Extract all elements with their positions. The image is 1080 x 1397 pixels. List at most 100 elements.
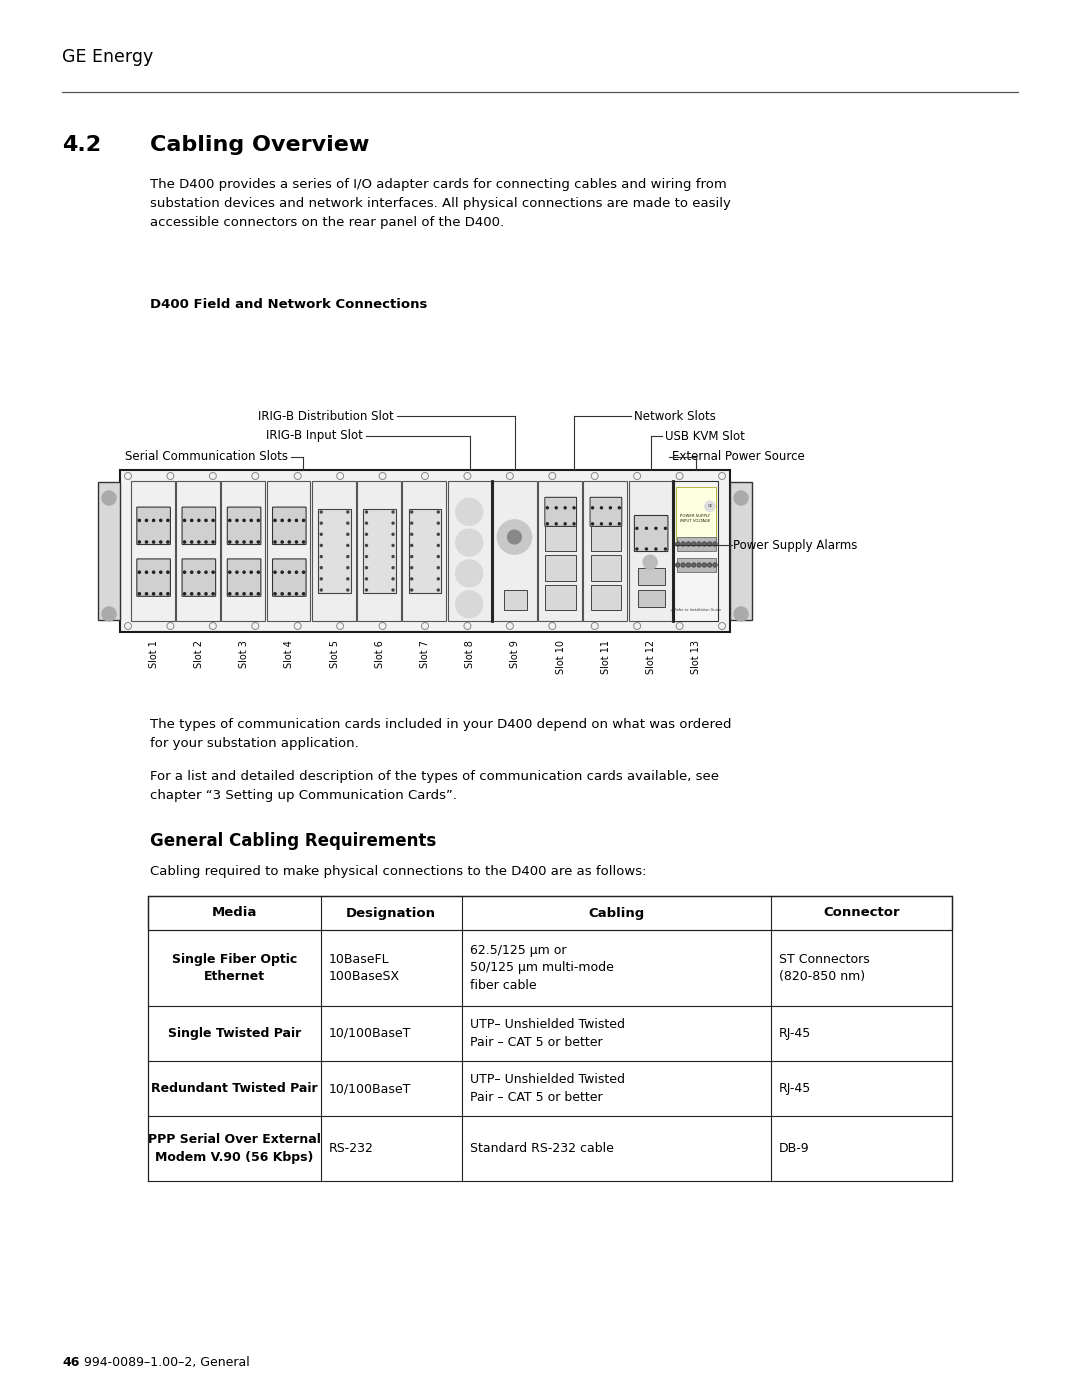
Bar: [583, 481, 627, 622]
Circle shape: [184, 592, 186, 595]
Circle shape: [347, 556, 349, 557]
Bar: [98, 482, 120, 620]
FancyBboxPatch shape: [272, 507, 306, 545]
Circle shape: [205, 541, 207, 543]
Bar: [408, 509, 442, 592]
Text: For a list and detailed description of the types of communication cards availabl: For a list and detailed description of t…: [150, 770, 719, 802]
Text: Power Supply Alarms: Power Supply Alarms: [733, 538, 858, 552]
Circle shape: [281, 592, 283, 595]
Circle shape: [198, 520, 200, 521]
FancyBboxPatch shape: [590, 497, 622, 527]
Circle shape: [321, 556, 322, 557]
Circle shape: [410, 545, 413, 546]
Circle shape: [198, 541, 200, 543]
Text: POWER SUPPLY
INPUT VOLTAGE: POWER SUPPLY INPUT VOLTAGE: [680, 514, 711, 522]
Text: Slot 4: Slot 4: [284, 640, 295, 668]
Circle shape: [257, 571, 259, 573]
Bar: [267, 481, 310, 622]
FancyBboxPatch shape: [137, 507, 171, 545]
Circle shape: [410, 590, 413, 591]
Bar: [674, 481, 717, 622]
Circle shape: [437, 578, 440, 580]
Circle shape: [643, 555, 658, 570]
Circle shape: [410, 522, 413, 524]
Text: UTP– Unshielded Twisted
Pair – CAT 5 or better: UTP– Unshielded Twisted Pair – CAT 5 or …: [470, 1018, 624, 1049]
Circle shape: [102, 608, 116, 622]
Text: UTP– Unshielded Twisted
Pair – CAT 5 or better: UTP– Unshielded Twisted Pair – CAT 5 or …: [470, 1073, 624, 1104]
Circle shape: [295, 571, 298, 573]
Circle shape: [592, 522, 594, 525]
Circle shape: [102, 490, 116, 504]
Bar: [637, 569, 664, 585]
Bar: [545, 497, 576, 522]
Text: RJ-45: RJ-45: [779, 1027, 811, 1039]
Circle shape: [302, 541, 305, 543]
Circle shape: [654, 548, 657, 550]
Circle shape: [274, 571, 276, 573]
Bar: [357, 481, 401, 622]
Text: 46: 46: [62, 1356, 79, 1369]
Circle shape: [321, 578, 322, 580]
Circle shape: [365, 556, 367, 557]
Circle shape: [564, 522, 566, 525]
Text: RS-232: RS-232: [329, 1141, 374, 1155]
Bar: [677, 536, 716, 550]
Circle shape: [392, 578, 394, 580]
Text: Serial Communication Slots: Serial Communication Slots: [125, 450, 288, 464]
Circle shape: [564, 507, 566, 509]
Circle shape: [573, 522, 575, 525]
Circle shape: [347, 590, 349, 591]
Text: 994-0089–1.00–2, General: 994-0089–1.00–2, General: [76, 1356, 249, 1369]
Text: 10/100BaseT: 10/100BaseT: [329, 1083, 411, 1095]
Circle shape: [365, 522, 367, 524]
Circle shape: [138, 592, 140, 595]
Bar: [221, 481, 266, 622]
Circle shape: [365, 567, 367, 569]
Bar: [176, 481, 220, 622]
Text: ST Connectors
(820-850 nm): ST Connectors (820-850 nm): [779, 953, 869, 983]
Circle shape: [573, 507, 575, 509]
Circle shape: [437, 522, 440, 524]
Bar: [312, 481, 355, 622]
Circle shape: [734, 490, 748, 504]
Circle shape: [146, 592, 148, 595]
Circle shape: [704, 500, 715, 511]
Circle shape: [243, 541, 245, 543]
Circle shape: [437, 545, 440, 546]
Circle shape: [546, 507, 549, 509]
Circle shape: [295, 592, 298, 595]
Circle shape: [365, 511, 367, 513]
Circle shape: [636, 548, 638, 550]
Circle shape: [508, 529, 522, 543]
Circle shape: [235, 520, 238, 521]
Text: 10BaseFL
100BaseSX: 10BaseFL 100BaseSX: [329, 953, 400, 983]
Circle shape: [347, 522, 349, 524]
Text: 10/100BaseT: 10/100BaseT: [329, 1027, 411, 1039]
Bar: [131, 481, 175, 622]
Circle shape: [302, 520, 305, 521]
Circle shape: [274, 592, 276, 595]
Circle shape: [392, 511, 394, 513]
FancyBboxPatch shape: [183, 559, 216, 597]
Circle shape: [437, 556, 440, 557]
Circle shape: [592, 507, 594, 509]
Circle shape: [410, 534, 413, 535]
Circle shape: [681, 542, 685, 546]
Circle shape: [166, 541, 168, 543]
Circle shape: [410, 511, 413, 513]
Circle shape: [166, 571, 168, 573]
Circle shape: [555, 522, 557, 525]
Circle shape: [321, 545, 322, 546]
Bar: [545, 556, 576, 581]
Circle shape: [734, 608, 748, 622]
Text: External Power Source: External Power Source: [672, 450, 805, 464]
Circle shape: [205, 592, 207, 595]
Circle shape: [251, 520, 253, 521]
Circle shape: [347, 511, 349, 513]
Bar: [148, 930, 951, 1006]
Bar: [447, 481, 491, 622]
Circle shape: [392, 556, 394, 557]
Circle shape: [456, 529, 483, 556]
Circle shape: [160, 571, 162, 573]
Bar: [492, 481, 537, 622]
